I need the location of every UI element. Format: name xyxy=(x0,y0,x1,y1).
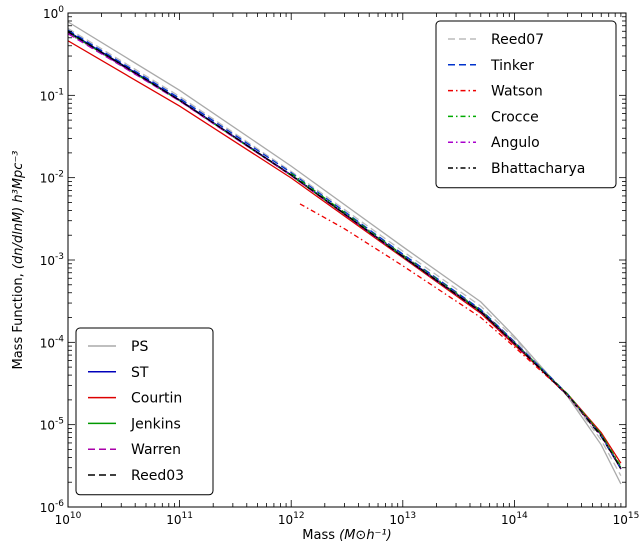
legend-label-ps: PS xyxy=(131,339,148,355)
x-tick-label: 1015 xyxy=(613,511,640,527)
legend-label-bhattacharya: Bhattacharya xyxy=(491,161,585,177)
y-tick-label: 10-2 xyxy=(40,170,64,186)
x-tick-label: 1010 xyxy=(55,511,82,527)
legend-label-crocce: Crocce xyxy=(491,109,539,125)
x-tick-label: 1014 xyxy=(501,511,528,527)
svg-text:Mass Function, (dn/dlnM) h³Mpc: Mass Function, (dn/dlnM) h³Mpc⁻³ xyxy=(11,150,26,369)
y-tick-label: 10-1 xyxy=(40,87,64,103)
legend-label-st: ST xyxy=(131,365,149,381)
y-tick-label: 10-4 xyxy=(40,334,65,350)
legend-label-reed07: Reed07 xyxy=(491,32,544,48)
y-tick-label: 10-3 xyxy=(40,252,64,268)
x-axis-label: Mass (M⊙h⁻¹) xyxy=(302,528,391,543)
series-layer xyxy=(68,21,622,485)
series-line-ps xyxy=(68,21,622,485)
legend-label-angulo: Angulo xyxy=(491,135,540,151)
legend-top-right: Reed07 Tinker Watson Crocce Angulo Bhattachar… xyxy=(435,20,617,189)
y-tick-label: 10-5 xyxy=(40,417,64,433)
y-axis-label: Mass Function, (dn/dlnM) h³Mpc⁻³ xyxy=(11,150,26,369)
legend-label-tinker: Tinker xyxy=(490,58,534,74)
legend-box xyxy=(435,20,617,189)
ticks-layer: 1010 1011 1012 1013 1014 1015 10-6 10-5 10-4 10-3… xyxy=(40,5,640,527)
x-axis-label-unit: (M⊙h⁻¹) xyxy=(339,528,392,543)
series-line-watson xyxy=(299,203,622,467)
series-line-reed07 xyxy=(68,27,622,477)
legend-label-warren: Warren xyxy=(131,442,181,458)
y-tick-label: 100 xyxy=(43,5,64,21)
x-tick-label: 1013 xyxy=(389,511,416,527)
legend-layer: Reed07 Tinker Watson Crocce Angulo Bhattachar… xyxy=(75,20,617,496)
y-axis-label-text: Mass Function, xyxy=(11,269,26,369)
y-axis-label-unit: (dn/dlnM) h³Mpc⁻³ xyxy=(11,150,26,269)
legend-label-watson: Watson xyxy=(491,84,543,100)
series-line-bhattacharya xyxy=(68,31,622,470)
x-tick-label: 1012 xyxy=(278,511,305,527)
legend-label-courtin: Courtin xyxy=(131,391,182,407)
x-axis-label-text: Mass xyxy=(302,528,339,543)
x-tick-label: 1011 xyxy=(166,511,193,527)
legend-label-reed03: Reed03 xyxy=(131,468,184,484)
plot-area: 1010 1011 1012 1013 1014 1015 10-6 10-5 10-4 10-3… xyxy=(40,5,640,527)
legend-label-jenkins: Jenkins xyxy=(130,416,181,432)
legend-box xyxy=(75,327,214,496)
legend-bottom-left: PS ST Courtin Jenkins Warren Reed03 xyxy=(75,327,214,496)
series-line-crocce xyxy=(290,173,622,467)
y-tick-label: 10-6 xyxy=(40,499,65,515)
svg-text:Mass (M⊙h⁻¹): Mass (M⊙h⁻¹) xyxy=(302,528,391,543)
